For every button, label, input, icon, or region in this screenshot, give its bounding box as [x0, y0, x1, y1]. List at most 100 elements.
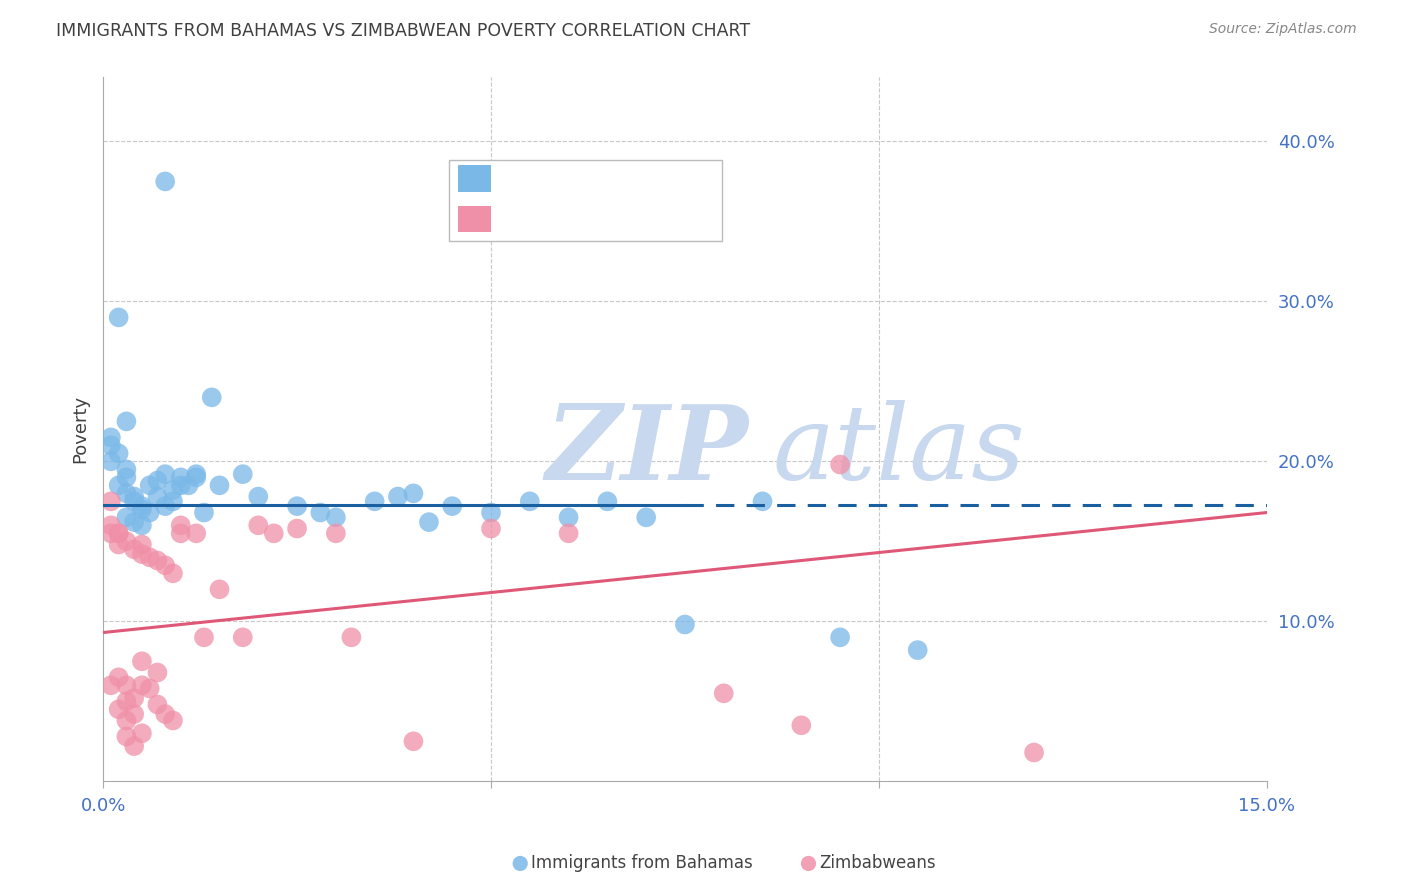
- Point: [115, 470, 138, 484]
- Text: IMMIGRANTS FROM BAHAMAS VS ZIMBABWEAN POVERTY CORRELATION CHART: IMMIGRANTS FROM BAHAMAS VS ZIMBABWEAN PO…: [56, 22, 751, 40]
- Text: R =  0.175: R = 0.175: [502, 210, 599, 227]
- Point: [153, 499, 176, 513]
- Point: [100, 518, 122, 533]
- FancyBboxPatch shape: [458, 205, 491, 232]
- Point: [186, 526, 208, 541]
- Point: [340, 630, 363, 644]
- Point: [146, 553, 169, 567]
- Text: Immigrants from Bahamas: Immigrants from Bahamas: [531, 855, 754, 872]
- Point: [131, 502, 153, 516]
- Point: [418, 515, 440, 529]
- Point: [162, 714, 184, 728]
- Point: [247, 518, 270, 533]
- Point: [387, 490, 409, 504]
- Point: [100, 454, 122, 468]
- Point: [146, 698, 169, 712]
- Point: [247, 490, 270, 504]
- Point: [232, 630, 254, 644]
- Point: [107, 526, 129, 541]
- Text: Source: ZipAtlas.com: Source: ZipAtlas.com: [1209, 22, 1357, 37]
- Point: [100, 438, 122, 452]
- Point: [138, 478, 160, 492]
- Point: [131, 654, 153, 668]
- Point: [115, 730, 138, 744]
- Point: [170, 518, 193, 533]
- Point: [115, 714, 138, 728]
- Point: [232, 467, 254, 482]
- Point: [122, 691, 145, 706]
- Point: [285, 522, 308, 536]
- Point: [170, 470, 193, 484]
- Point: [138, 550, 160, 565]
- Point: [115, 462, 138, 476]
- Point: [193, 506, 215, 520]
- Point: [170, 478, 193, 492]
- Point: [122, 490, 145, 504]
- Point: [107, 446, 129, 460]
- Point: [596, 494, 619, 508]
- Y-axis label: Poverty: Poverty: [72, 395, 89, 464]
- Point: [153, 707, 176, 722]
- Text: Zimbabweans: Zimbabweans: [820, 855, 936, 872]
- Point: [115, 534, 138, 549]
- Point: [115, 510, 138, 524]
- Point: [100, 678, 122, 692]
- Point: [153, 558, 176, 573]
- Point: [479, 522, 502, 536]
- Point: [122, 542, 145, 557]
- Point: [100, 494, 122, 508]
- Point: [122, 707, 145, 722]
- Point: [131, 678, 153, 692]
- Point: [186, 467, 208, 482]
- Point: [186, 470, 208, 484]
- FancyBboxPatch shape: [449, 160, 723, 241]
- Point: [107, 526, 129, 541]
- Point: [557, 510, 579, 524]
- Point: [122, 494, 145, 508]
- Point: [138, 681, 160, 696]
- Text: N = 53: N = 53: [627, 169, 695, 187]
- Point: [115, 694, 138, 708]
- Point: [285, 499, 308, 513]
- Point: [162, 566, 184, 581]
- Point: [100, 526, 122, 541]
- Point: [830, 458, 852, 472]
- Text: atlas: atlas: [772, 400, 1025, 501]
- Point: [146, 490, 169, 504]
- Point: [131, 726, 153, 740]
- Point: [519, 494, 541, 508]
- Point: [177, 478, 200, 492]
- Point: [830, 630, 852, 644]
- Point: [107, 670, 129, 684]
- FancyBboxPatch shape: [458, 165, 491, 192]
- Point: [131, 499, 153, 513]
- Point: [402, 486, 425, 500]
- Point: [363, 494, 385, 508]
- Point: [557, 526, 579, 541]
- Point: [479, 506, 502, 520]
- Point: [325, 526, 347, 541]
- Point: [162, 483, 184, 497]
- Point: [263, 526, 285, 541]
- Point: [107, 310, 129, 325]
- Point: [146, 665, 169, 680]
- Point: [153, 174, 176, 188]
- Point: [208, 478, 231, 492]
- Point: [713, 686, 735, 700]
- Point: [441, 499, 464, 513]
- Point: [309, 506, 332, 520]
- Point: [131, 547, 153, 561]
- Point: [790, 718, 813, 732]
- Point: [201, 390, 224, 404]
- Point: [107, 702, 129, 716]
- Point: [193, 630, 215, 644]
- Point: [115, 678, 138, 692]
- Point: [107, 537, 129, 551]
- Point: [115, 414, 138, 428]
- Point: [402, 734, 425, 748]
- Point: [636, 510, 658, 524]
- Point: [138, 506, 160, 520]
- Point: [131, 518, 153, 533]
- Point: [131, 537, 153, 551]
- Point: [170, 526, 193, 541]
